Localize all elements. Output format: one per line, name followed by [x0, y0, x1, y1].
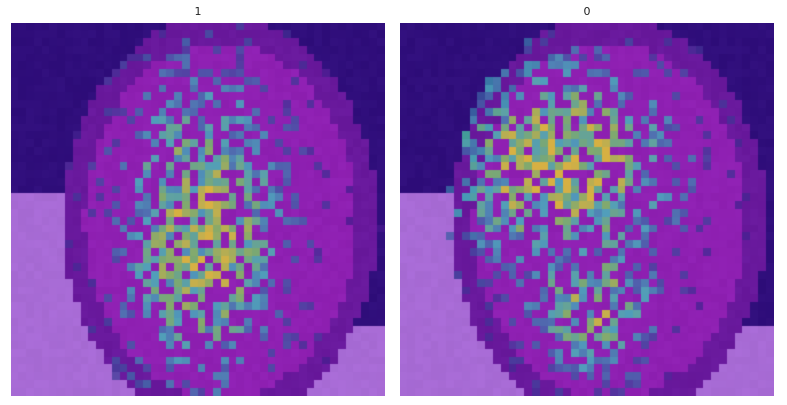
panel-title: 1 [194, 5, 202, 18]
heatmap-overlay-image [400, 23, 774, 396]
panel-title: 0 [583, 5, 591, 18]
heatmap-overlay-image [11, 23, 385, 396]
